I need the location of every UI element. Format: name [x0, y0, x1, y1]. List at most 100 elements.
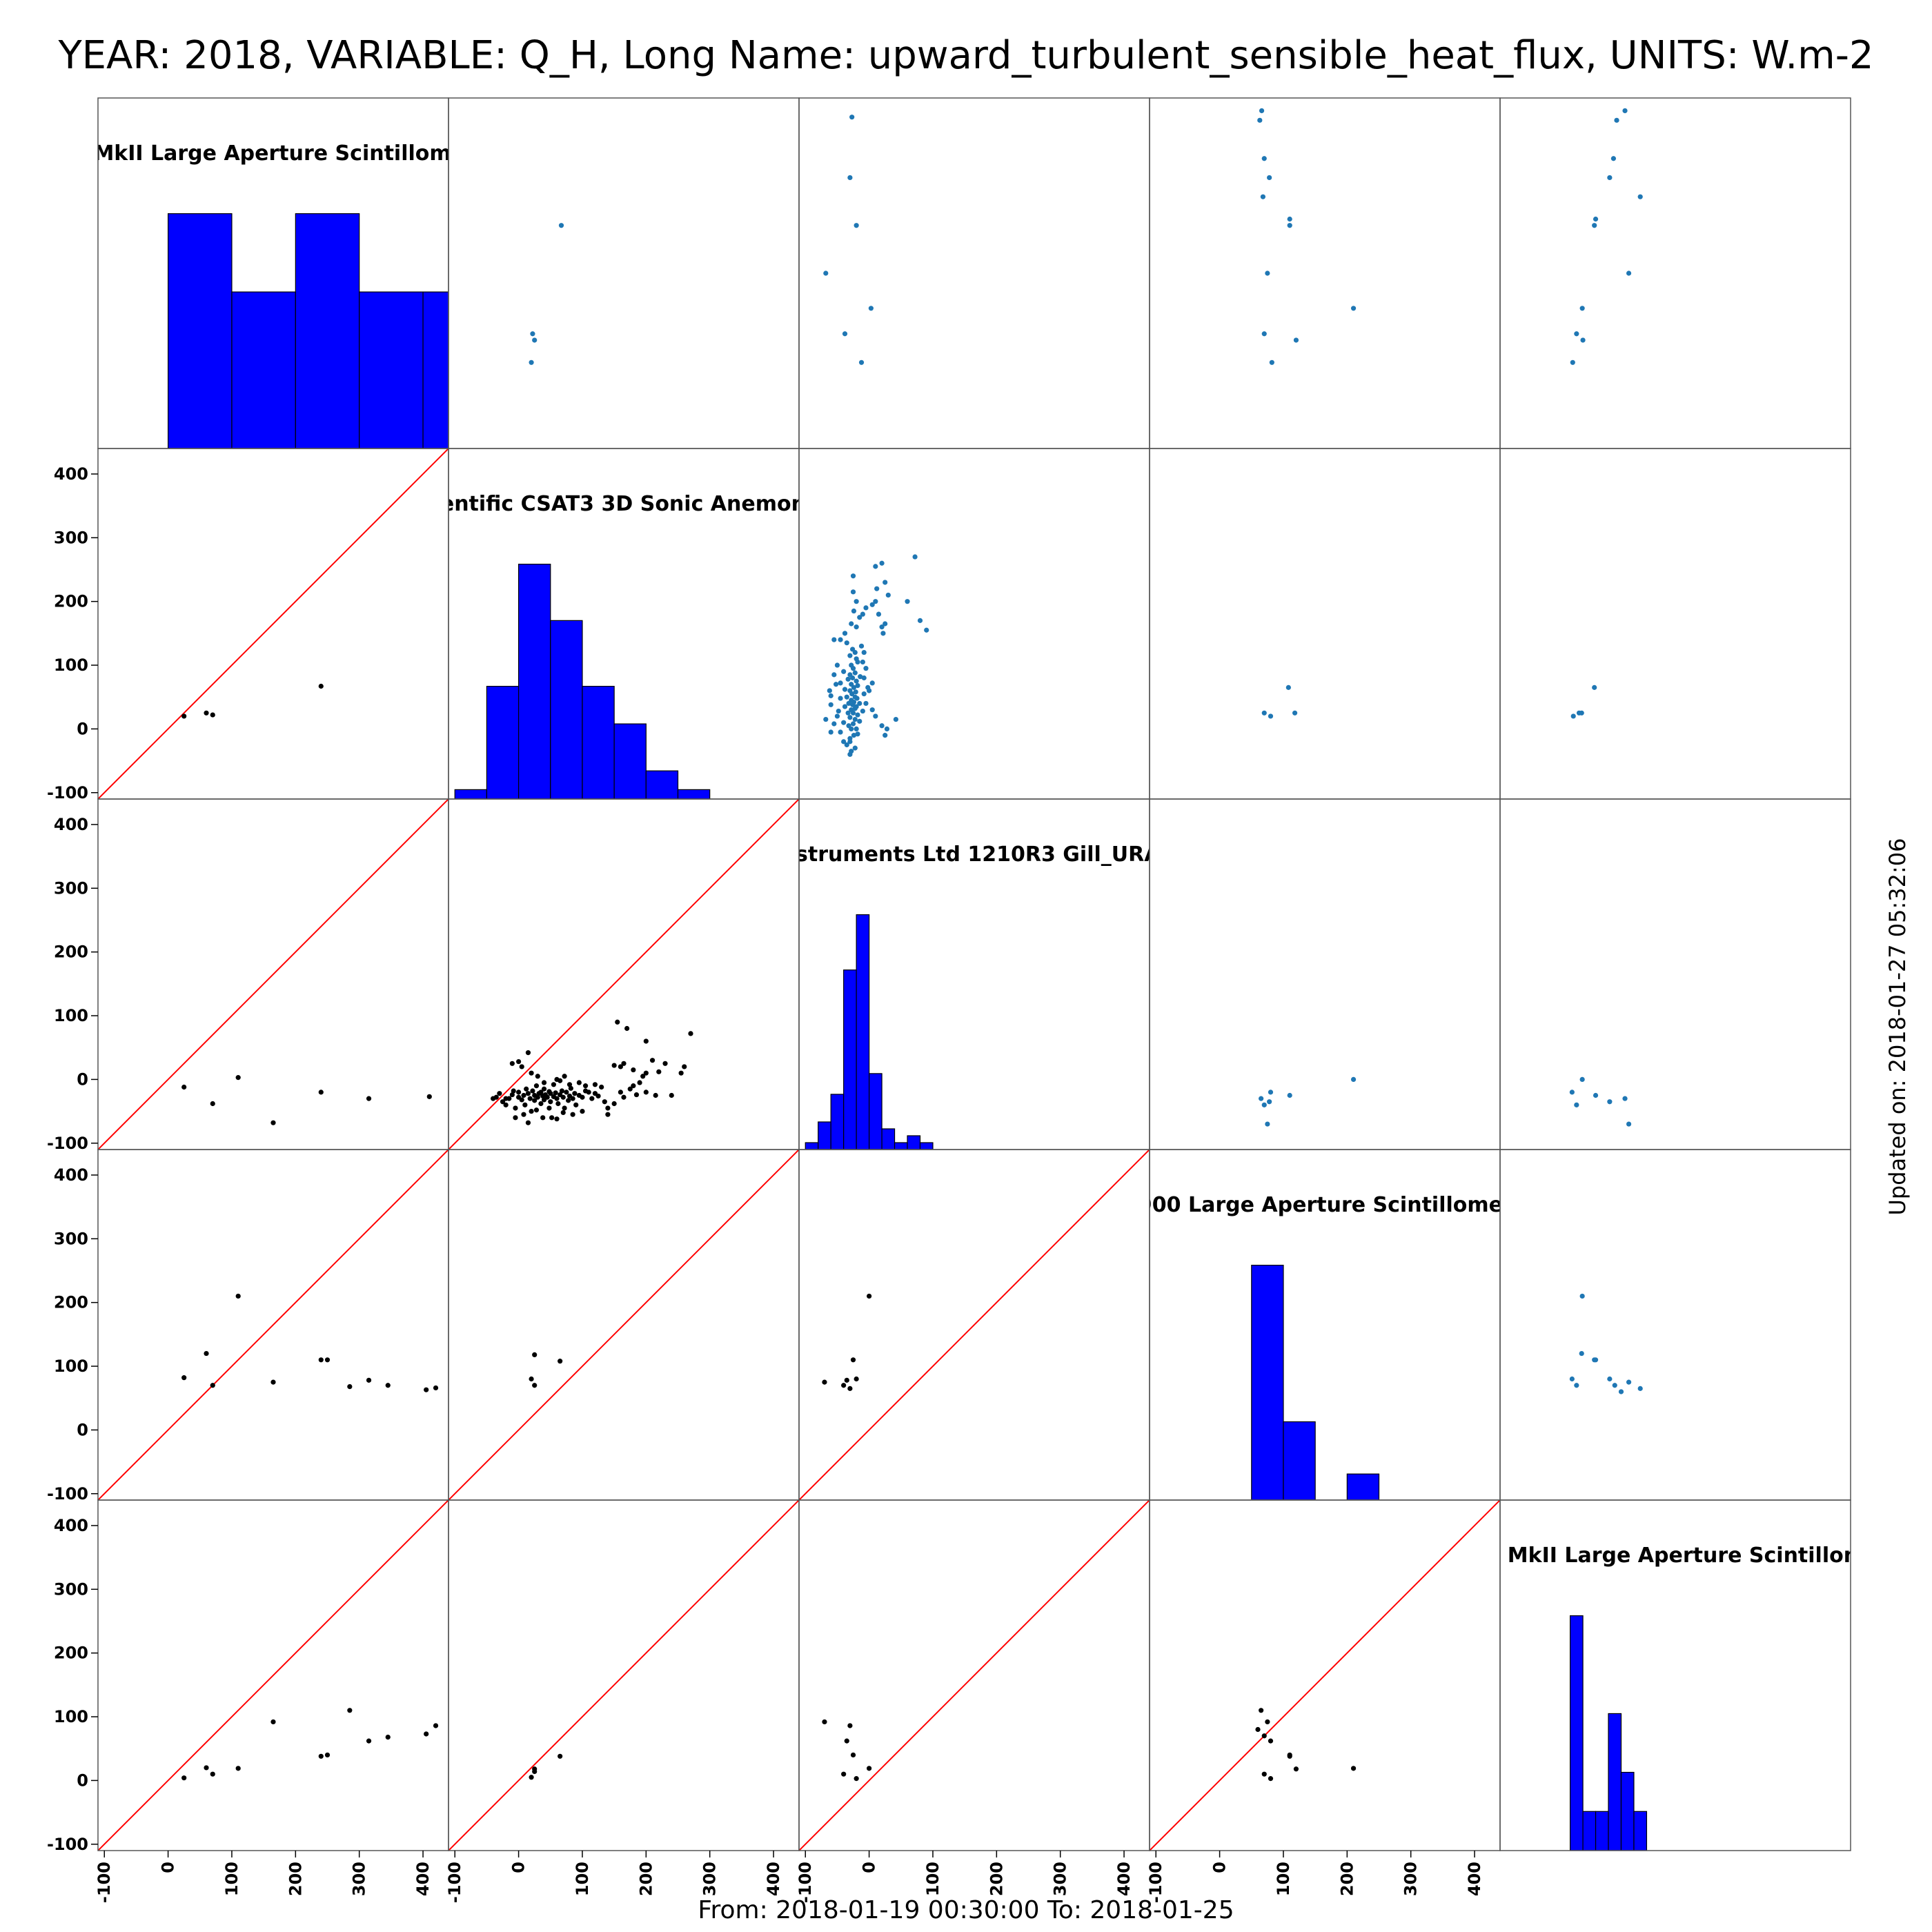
y-tick-label: 100 — [54, 1006, 88, 1025]
scatter-point — [535, 1094, 540, 1100]
scatter-point — [883, 580, 888, 585]
panel-frame — [1499, 448, 1851, 800]
histogram-bar — [359, 291, 424, 448]
scatter-point — [1626, 270, 1632, 276]
scatter-point — [823, 716, 829, 722]
scatter-point — [426, 1094, 432, 1099]
scatter-point — [850, 721, 856, 727]
scatter-point — [529, 359, 534, 365]
scatter-point — [570, 1096, 575, 1101]
x-tick-label: -100 — [95, 1862, 114, 1903]
scatter-point — [560, 1110, 566, 1116]
scatter-point — [850, 573, 856, 579]
scatter-point — [643, 1070, 649, 1076]
scatter-point — [566, 1098, 571, 1103]
scatter-point — [497, 1091, 502, 1096]
histogram-bar — [1570, 1615, 1584, 1851]
histogram-bar — [881, 1128, 896, 1150]
scatter-point — [854, 624, 859, 630]
scatter-point — [270, 1379, 276, 1385]
scatter-point — [1610, 156, 1617, 161]
scatter-point — [1260, 194, 1266, 199]
scatter-point — [857, 700, 862, 707]
scatter-point — [1579, 1350, 1584, 1357]
y-tick-label: -100 — [47, 1134, 88, 1153]
y-tick-label: 0 — [77, 1771, 88, 1790]
histogram-4: S900 Large Aperture Scintillomete — [1150, 1193, 1500, 1500]
scatter-point — [1580, 337, 1586, 343]
scatter-point — [854, 223, 859, 228]
scatter-point — [516, 1090, 522, 1095]
scatter-point — [828, 702, 834, 707]
scatter-point — [535, 1074, 540, 1079]
histogram-bar — [168, 213, 233, 448]
scatter-point — [554, 1116, 560, 1122]
scatter-point — [525, 1120, 531, 1125]
y-tick-label: 100 — [54, 1707, 88, 1726]
chart-title: YEAR: 2018, VARIABLE: Q_H, Long Name: up… — [58, 33, 1874, 78]
scatter-point — [869, 680, 875, 686]
scatter-point — [831, 672, 837, 678]
x-tick-label: 400 — [1114, 1862, 1134, 1896]
scatter-point — [823, 270, 829, 276]
scatter-point — [860, 611, 865, 617]
scatter-point — [831, 637, 837, 642]
x-tick-label: 300 — [700, 1862, 720, 1896]
y-tick-label: -100 — [47, 783, 88, 802]
scatter-point — [181, 713, 187, 719]
scatter-point — [551, 1082, 557, 1087]
scatter-point — [210, 1383, 215, 1388]
scatter-point — [1592, 684, 1597, 690]
identity-line — [799, 1500, 1150, 1851]
scatter-point — [841, 720, 847, 725]
scatter-point — [347, 1708, 353, 1713]
scatter-panel-lower — [181, 683, 324, 719]
scatter-point — [1579, 1076, 1585, 1082]
scatter-point — [852, 670, 858, 676]
y-tick-label: -100 — [47, 1835, 88, 1854]
histogram-bar — [894, 1142, 908, 1150]
scatter-point — [868, 306, 874, 311]
scatter-point — [385, 1734, 391, 1740]
scatter-panel-upper — [1570, 108, 1643, 365]
scatter-point — [562, 1074, 567, 1079]
y-tick-label: 400 — [54, 464, 88, 484]
histogram-bar — [613, 723, 647, 799]
histogram-bar — [1346, 1473, 1380, 1500]
x-tick-label: 100 — [1274, 1862, 1293, 1896]
scatter-point — [324, 1357, 331, 1363]
scatter-point — [844, 1738, 849, 1744]
scatter-point — [850, 1357, 856, 1363]
scatter-point — [318, 1753, 324, 1759]
scatter-point — [602, 1099, 607, 1105]
scatter-point — [1287, 1092, 1292, 1098]
scatter-point — [618, 1064, 623, 1070]
scatter-point — [849, 749, 854, 754]
scatter-point — [850, 589, 856, 595]
panel-frame — [798, 97, 1150, 449]
scatter-point — [366, 1096, 372, 1101]
scatter-point — [204, 1350, 209, 1357]
scatter-point — [562, 1105, 567, 1111]
y-tick-label: 0 — [77, 1420, 88, 1439]
scatter-point — [433, 1385, 439, 1391]
scatter-point — [874, 586, 880, 591]
scatter-point — [385, 1383, 391, 1388]
scatter-point — [1350, 1076, 1357, 1082]
histogram-bar — [295, 213, 360, 448]
histogram-bar — [1283, 1421, 1316, 1500]
scatter-point — [643, 1090, 649, 1095]
date-range-footer: From: 2018-01-19 00:30:00 To: 2018-01-25 — [698, 1896, 1234, 1924]
scatter-point — [1637, 1386, 1643, 1391]
scatter-point — [500, 1099, 506, 1105]
scatter-point — [893, 716, 898, 722]
scatter-point — [1261, 1771, 1267, 1777]
histogram-3: Instruments Ltd 1210R3 Gill_URAC — [799, 842, 1150, 1150]
scatter-point — [621, 1061, 627, 1066]
scatter-point — [558, 1359, 563, 1364]
scatter-point — [1255, 1726, 1261, 1733]
x-tick-label: 0 — [860, 1862, 879, 1873]
scatter-point — [181, 1084, 187, 1090]
scatter-point — [883, 621, 888, 627]
scatter-point — [1618, 1389, 1624, 1394]
